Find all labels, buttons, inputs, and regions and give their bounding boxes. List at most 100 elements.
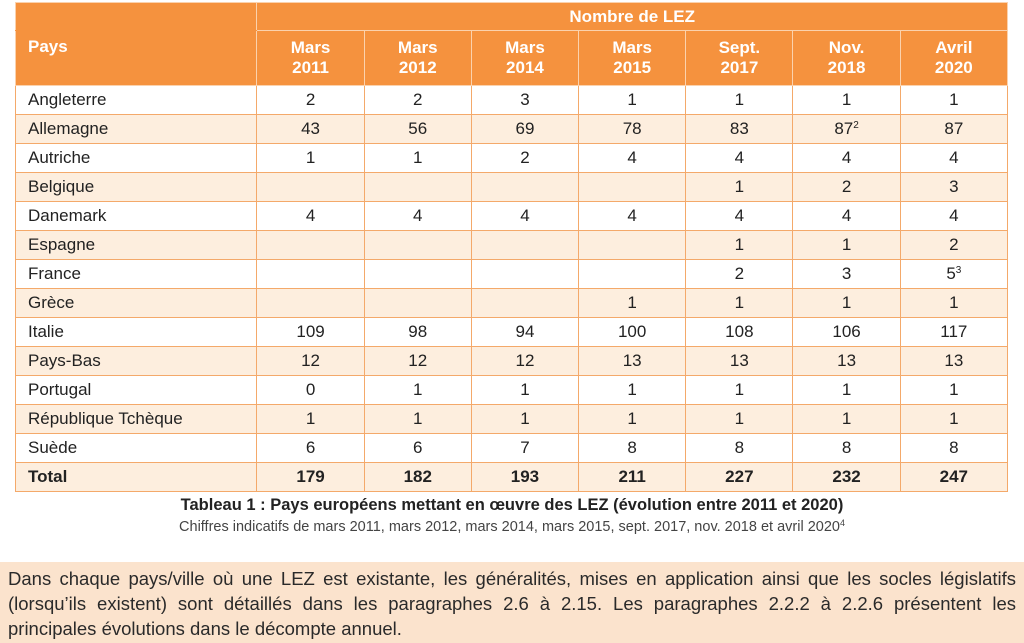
value-text: 4 [841,206,852,225]
value-text: 4 [305,206,316,225]
value-cell: 1 [363,404,472,434]
value-text: 109 [296,322,325,341]
country-cell: Italie [14,317,258,347]
total-value-cell: 247 [899,462,1009,492]
table-row: Pays-Bas 12 12 12 13 13 13 13 [14,346,1009,376]
value-text: 1 [413,409,423,428]
value-cell: 4 [578,201,687,231]
column-header-month: Avril [935,38,973,57]
value-text: 1 [841,380,852,399]
value-cell: 12 [470,346,580,376]
value-cell: 1 [685,85,794,115]
value-cell: 1 [470,375,580,405]
country-cell: Autriche [14,143,258,173]
value-cell: 106 [792,317,901,347]
value-cell: 4 [899,201,1009,231]
value-text: 1 [949,380,959,399]
value-cell: 1 [899,404,1009,434]
total-label: Total [14,462,258,492]
value-cell: 1 [256,404,365,434]
country-cell: Allemagne [14,114,258,144]
country-cell: République Tchèque [14,404,258,434]
value-text: 4 [413,206,423,225]
value-cell: 1 [685,375,794,405]
value-text: 5 [946,264,956,283]
value-cell [470,230,580,260]
value-text: 13 [729,351,749,370]
value-cell: 1 [792,85,901,115]
value-text: 4 [734,148,745,167]
value-cell [256,172,365,202]
value-cell [470,259,580,289]
column-header: Nov. 2018 [792,30,901,86]
value-text: 1 [841,90,852,109]
table-row: Allemagne 43 56 69 78 83 872 87 [14,114,1009,144]
value-cell: 872 [792,114,901,144]
country-column-header: Pays [14,30,258,86]
value-cell: 4 [578,143,687,173]
value-text: 43 [301,119,321,138]
value-cell: 53 [899,259,1009,289]
value-cell: 69 [470,114,580,144]
value-text: 1 [949,293,959,312]
country-cell: Espagne [14,230,258,260]
value-text: 69 [515,119,535,138]
column-header-month: Mars [290,38,331,57]
group-header: Nombre de LEZ [256,2,1008,31]
value-cell: 8 [792,433,901,463]
value-cell: 4 [792,143,901,173]
value-text: 87 [834,119,854,138]
table-caption: Tableau 1 : Pays européens mettant en œu… [180,496,844,514]
value-cell: 1 [578,375,687,405]
value-cell: 1 [899,85,1009,115]
value-text: 4 [627,148,637,167]
value-cell: 83 [685,114,794,144]
table-row: Angleterre 2 2 3 1 1 1 1 [14,85,1009,115]
value-text: 2 [734,264,745,283]
subcaption-footnote-ref: 4 [839,518,845,528]
header-spacer [14,2,258,31]
value-cell: 2 [363,85,472,115]
value-cell: 100 [578,317,687,347]
value-text: 12 [408,351,428,370]
footnote-ref: 3 [955,265,962,276]
value-text: 100 [617,322,647,341]
table-row: République Tchèque 1 1 1 1 1 1 1 [14,404,1009,434]
value-cell: 0 [256,375,365,405]
subcaption-text: Chiffres indicatifs de mars 2011, mars 2… [179,519,840,535]
country-cell: France [14,259,258,289]
column-header-year: 2017 [720,58,759,77]
column-header: Mars 2015 [578,30,687,86]
value-text: 13 [944,351,964,370]
value-text: 2 [413,90,423,109]
country-cell: Pays-Bas [14,346,258,376]
value-text: 1 [841,235,852,254]
table-row: Autriche 1 1 2 4 4 4 4 [14,143,1009,173]
value-cell: 1 [578,288,687,318]
total-value-cell: 211 [578,462,687,492]
value-text: 94 [515,322,535,341]
value-text: 6 [413,438,423,457]
value-cell: 117 [899,317,1009,347]
value-cell [578,230,687,260]
value-cell: 8 [899,433,1009,463]
value-cell: 6 [363,433,472,463]
table-row: Portugal 0 1 1 1 1 1 1 [14,375,1009,405]
value-cell [578,259,687,289]
country-cell: Suède [14,433,258,463]
value-text: 1 [627,90,637,109]
value-cell: 7 [470,433,580,463]
value-text: 12 [301,351,321,370]
value-text: 13 [622,351,642,370]
value-cell [470,288,580,318]
value-cell: 1 [792,288,901,318]
value-text: 1 [734,235,745,254]
lez-table-container: Nombre de LEZ Pays Mars 2011 Mars 2012 Mars 2… [14,2,1009,492]
value-cell: 1 [792,375,901,405]
value-cell: 4 [685,143,794,173]
value-cell: 4 [363,201,472,231]
value-text: 1 [841,293,852,312]
column-header-year: 2014 [506,58,544,77]
value-text: 3 [520,90,530,109]
value-text: 4 [734,206,745,225]
